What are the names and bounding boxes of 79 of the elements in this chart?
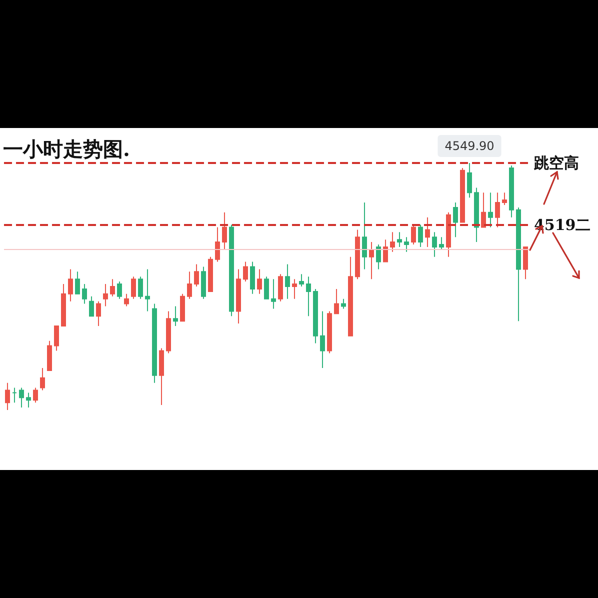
candlestick — [383, 239, 388, 262]
candlestick — [439, 236, 444, 250]
candlestick — [222, 212, 227, 250]
candlestick — [61, 284, 66, 327]
candlestick — [145, 268, 150, 312]
candlestick — [82, 284, 87, 304]
candlestick — [446, 212, 451, 258]
candlestick — [75, 271, 80, 294]
candlestick — [12, 387, 17, 404]
ref-line-label: 4519二 — [534, 216, 591, 234]
candlestick — [103, 284, 108, 307]
candlestick — [362, 202, 367, 270]
chart-title: 一小时走势图. — [3, 137, 130, 161]
candlestick — [152, 303, 157, 384]
candlestick — [201, 266, 206, 300]
ref-line-label: 跳空高 — [533, 154, 579, 172]
candlestick — [96, 300, 101, 327]
candlestick — [250, 261, 255, 294]
candlestick — [411, 224, 416, 246]
candlestick — [131, 276, 136, 300]
candlestick — [159, 348, 164, 406]
candlestick — [397, 232, 402, 248]
candlestick — [488, 192, 493, 228]
candlestick — [516, 206, 521, 322]
candlestick — [194, 264, 199, 287]
candlestick — [166, 310, 171, 354]
annotation: 4549.90 — [444, 139, 494, 153]
candlestick — [278, 274, 283, 302]
candlestick — [425, 216, 430, 248]
candlestick — [355, 229, 360, 280]
candlestick — [124, 293, 129, 307]
candlestick — [299, 274, 304, 287]
candlestick — [376, 244, 381, 270]
candlestick — [236, 268, 241, 324]
candlestick — [19, 387, 24, 408]
candlestick — [138, 276, 143, 300]
candlestick — [460, 167, 465, 223]
candlestick — [173, 306, 178, 327]
candlestick — [306, 276, 311, 317]
candlestick — [40, 368, 45, 391]
candlestick — [264, 276, 269, 300]
candlestick — [334, 288, 339, 314]
candlestick — [467, 162, 472, 198]
candlestick — [509, 164, 514, 218]
candlestick — [348, 256, 353, 336]
candlestick — [418, 224, 423, 248]
candlestick — [89, 296, 94, 317]
candlestick — [481, 192, 486, 228]
candlestick — [271, 278, 276, 310]
candlestick — [390, 232, 395, 252]
candlestick — [5, 382, 10, 410]
candlestick — [33, 387, 38, 404]
candlestick — [453, 202, 458, 238]
candlestick — [68, 268, 73, 302]
candlestick — [502, 192, 507, 206]
candlestick — [257, 268, 262, 294]
candlestick — [495, 192, 500, 228]
candlestick — [523, 246, 528, 280]
candlestick — [187, 271, 192, 300]
candlestick — [474, 187, 479, 243]
candlestick — [313, 288, 318, 344]
candlestick — [208, 256, 213, 292]
candlestick — [404, 236, 409, 252]
candlestick — [110, 278, 115, 297]
candlestick — [47, 340, 52, 371]
candlestick — [117, 281, 122, 300]
candlestick — [243, 261, 248, 282]
candlestick — [327, 310, 332, 354]
candlestick — [341, 298, 346, 310]
candlestick — [285, 264, 290, 300]
candlestick — [215, 226, 220, 262]
candlestick — [54, 326, 59, 352]
candlestick — [432, 232, 437, 258]
candlestick — [320, 310, 325, 369]
candlestick — [229, 224, 234, 317]
candlestick — [180, 293, 185, 322]
candlestick — [292, 278, 297, 300]
candlestick — [26, 392, 31, 408]
candlestick — [369, 242, 374, 280]
